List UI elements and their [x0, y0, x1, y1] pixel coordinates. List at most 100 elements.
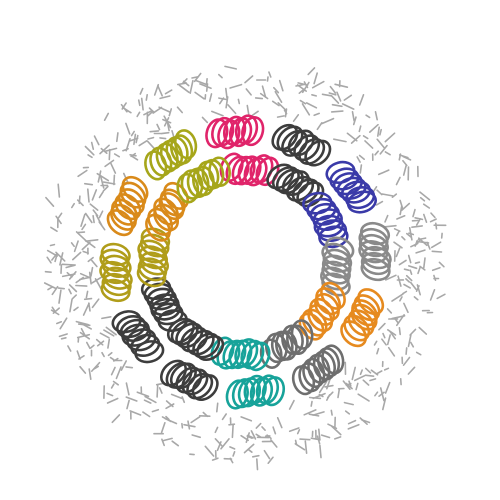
side-chain-stick: [299, 438, 311, 441]
side-chain-stick: [157, 85, 163, 97]
side-chain-stick: [116, 132, 119, 143]
side-chain-stick: [376, 138, 385, 149]
side-chain-stick: [136, 391, 150, 398]
side-chain-stick: [136, 111, 141, 118]
side-chain-stick: [110, 162, 117, 174]
helix-turn: [293, 134, 321, 162]
side-chain-stick: [216, 402, 219, 413]
side-chain-stick: [405, 278, 411, 283]
side-chain-stick: [386, 308, 393, 314]
helix-turn: [153, 203, 180, 232]
side-chain-stick: [225, 96, 229, 109]
helix-turn: [359, 221, 391, 246]
side-chain-stick: [312, 411, 325, 416]
side-chain-stick: [159, 95, 171, 100]
side-chain-stick: [402, 356, 411, 367]
side-chain-stick: [142, 411, 151, 418]
side-chain-stick: [407, 366, 416, 375]
side-chain-stick: [398, 259, 407, 266]
side-chain-stick: [110, 383, 115, 389]
side-chain-stick: [422, 257, 426, 269]
side-chain-stick: [387, 346, 396, 357]
side-chain-stick: [125, 122, 131, 135]
helix-turn: [240, 339, 265, 370]
side-chain-stick: [91, 189, 98, 201]
side-chain-stick: [102, 185, 109, 192]
side-chain-stick: [92, 215, 95, 224]
side-chain-stick: [55, 320, 63, 325]
side-chain-stick: [156, 384, 159, 398]
side-chain-stick: [389, 330, 397, 340]
side-chain-stick: [331, 103, 343, 108]
side-chain-stick: [436, 293, 446, 300]
side-chain-stick: [272, 86, 280, 94]
side-chain-stick: [252, 454, 260, 458]
helix-turn: [307, 304, 334, 332]
side-chain-stick: [422, 203, 431, 209]
side-chain-stick: [165, 415, 170, 421]
side-chain-stick: [379, 128, 383, 136]
side-chain-stick: [214, 437, 224, 448]
side-chain-stick: [146, 140, 156, 150]
side-chain-stick: [373, 340, 378, 346]
side-chain-stick: [382, 332, 386, 339]
side-chain-stick: [160, 131, 170, 135]
side-chain-stick: [109, 356, 115, 361]
helix-turn: [234, 338, 259, 368]
side-chain-stick: [195, 79, 207, 86]
helix-turn: [217, 119, 241, 150]
side-chain-stick: [143, 109, 153, 116]
side-chain-stick: [343, 94, 353, 101]
side-chain-stick: [362, 135, 369, 140]
side-chain-stick: [415, 285, 420, 293]
helix-subunit: [144, 129, 231, 204]
side-chain-stick: [396, 215, 406, 220]
side-chain-stick: [405, 232, 412, 238]
side-chain-stick: [345, 382, 353, 390]
helix-turn: [261, 376, 286, 407]
side-chain-stick: [412, 208, 416, 218]
helix-turn: [316, 219, 348, 242]
side-chain-stick: [384, 214, 389, 223]
side-chain-stick: [218, 73, 223, 79]
side-chain-stick: [68, 288, 72, 295]
side-chain-stick: [266, 76, 269, 82]
side-chain-stick: [85, 239, 99, 242]
side-chain-stick: [384, 274, 397, 281]
side-chain-stick: [158, 106, 171, 113]
side-chain-stick: [247, 448, 253, 454]
side-chain-stick: [368, 123, 379, 133]
side-chain-stick: [73, 240, 79, 253]
side-chain-stick: [414, 217, 424, 221]
side-chain-stick: [102, 181, 116, 185]
side-chain-stick: [113, 174, 116, 186]
side-chain-stick: [113, 153, 120, 158]
side-chain-stick: [107, 338, 111, 349]
side-chain-stick: [121, 102, 127, 110]
side-chain-stick: [414, 239, 419, 247]
side-chain-stick: [321, 93, 332, 97]
side-chain-stick: [303, 409, 317, 416]
side-chain-stick: [407, 265, 418, 270]
side-chain-stick: [311, 80, 325, 89]
side-chain-stick: [342, 380, 351, 391]
side-chain-stick: [79, 272, 91, 279]
side-chain-stick: [384, 151, 391, 156]
side-chain-stick: [221, 413, 227, 421]
helix-turn: [321, 272, 351, 297]
side-chain-stick: [199, 83, 212, 90]
side-chain-stick: [50, 226, 58, 232]
helix-turn: [298, 312, 325, 341]
side-chain-stick: [165, 403, 175, 410]
side-chain-stick: [103, 112, 110, 121]
side-chain-stick: [148, 107, 155, 114]
side-chain-stick: [419, 196, 426, 202]
side-chain-stick: [244, 75, 254, 84]
helix-turn: [158, 192, 185, 221]
side-chain-stick: [84, 182, 94, 186]
side-chain-stick: [377, 169, 390, 176]
side-chain-stick: [81, 241, 91, 251]
side-chain-stick: [120, 103, 128, 113]
side-chain-stick: [320, 117, 335, 125]
